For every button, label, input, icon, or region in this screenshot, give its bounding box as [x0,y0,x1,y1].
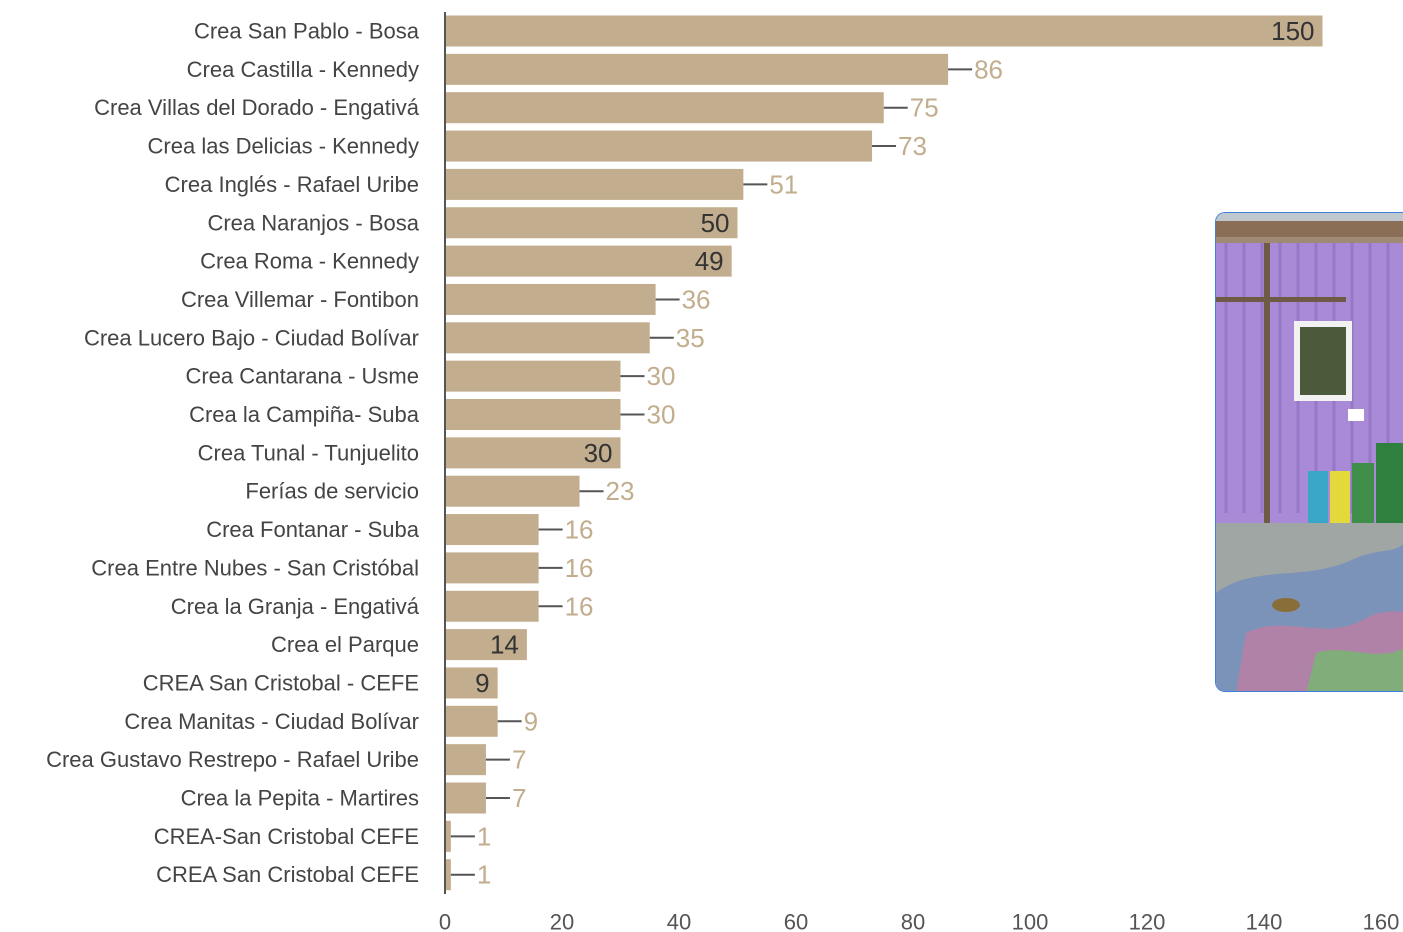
data-label: 23 [606,476,635,506]
data-label: 30 [584,438,613,468]
value-labels-layer: 1508675735150493635303030231616161499771… [450,16,1315,890]
x-tick-label: 80 [901,910,925,932]
bar [445,399,621,430]
category-label: Crea Naranjos - Bosa [207,210,419,235]
data-label: 50 [701,208,730,238]
data-label: 7 [512,745,526,775]
x-tick-label: 120 [1129,910,1166,932]
category-label: CREA San Cristobal - CEFE [143,670,419,695]
category-label: Crea Cantarana - Usme [185,364,419,389]
bar [445,245,732,277]
bar [445,168,744,200]
data-label: 86 [974,54,1003,84]
x-tick-label: 40 [667,910,691,932]
category-label: Crea Castilla - Kennedy [187,57,419,82]
category-label: Crea Roma - Kennedy [200,249,419,274]
bar [445,552,539,584]
category-label: Crea San Pablo - Bosa [194,19,420,44]
category-label: Crea la Pepita - Martires [181,786,419,811]
bar [445,667,498,699]
data-label: 14 [490,630,519,660]
bar [445,782,486,814]
bars-layer [445,15,1323,891]
bar [445,629,527,661]
x-tick-label: 0 [439,910,451,932]
data-label: 30 [647,400,676,430]
data-label: 16 [565,553,594,583]
x-tick-label: 100 [1012,910,1049,932]
bar [445,207,738,239]
bar [445,475,580,507]
category-label: Crea Villemar - Fontibon [181,287,419,312]
bar [445,360,621,392]
x-tick-label: 60 [784,910,808,932]
photo-of-purple-container-building-icon [1216,213,1403,691]
bar [445,130,873,162]
x-tick-label: 20 [550,910,574,932]
bar [445,322,650,354]
data-label: 9 [475,668,489,698]
category-label: Crea Tunal - Tunjuelito [198,440,419,465]
category-label: Crea las Delicias - Kennedy [148,134,419,159]
category-label: Crea Gustavo Restrepo - Rafael Uribe [46,747,419,772]
data-label: 35 [676,323,705,353]
data-label: 30 [647,361,676,391]
data-label: 73 [898,131,927,161]
bar [445,437,621,469]
bar [445,53,949,85]
data-label: 51 [769,169,798,199]
category-label: Crea el Parque [271,632,419,657]
bar [445,92,884,124]
category-label: Crea Fontanar - Suba [206,517,420,542]
photo-inset [1215,212,1403,692]
bar [445,820,451,852]
bar [445,590,539,622]
data-label: 36 [682,284,711,314]
data-label: 150 [1271,16,1314,46]
data-label: 7 [512,783,526,813]
data-label: 9 [524,706,538,736]
data-label: 1 [477,860,491,890]
category-label: Crea Inglés - Rafael Uribe [165,172,419,197]
category-label: Crea Manitas - Ciudad Bolívar [124,709,419,734]
bar [445,859,451,891]
data-label: 16 [565,515,594,545]
category-labels-layer: Crea San Pablo - Bosa Crea Castilla - Ken… [46,19,420,888]
category-label: CREA San Cristobal CEFE [156,862,419,887]
bar [445,283,656,315]
data-label: 75 [910,93,939,123]
category-label: Crea la Campiña- Suba [189,402,420,427]
bar [445,705,498,737]
x-tick-label: 160 [1363,910,1400,932]
category-label: Crea la Granja - Engativá [171,594,420,619]
category-label: Crea Entre Nubes - San Cristóbal [91,555,419,580]
bar [445,744,486,776]
data-label: 1 [477,821,491,851]
category-label: Crea Villas del Dorado - Engativá [94,95,420,120]
data-label: 49 [695,246,724,276]
data-label: 16 [565,591,594,621]
category-label: CREA-San Cristobal CEFE [154,824,419,849]
category-label: Crea Lucero Bajo - Ciudad Bolívar [84,325,419,350]
x-tick-labels: 0 20 40 60 80 100 120 140 160 [439,910,1399,932]
category-label: Ferías de servicio [245,479,419,504]
bar [445,15,1323,47]
bar [445,514,539,546]
x-tick-label: 140 [1246,910,1283,932]
